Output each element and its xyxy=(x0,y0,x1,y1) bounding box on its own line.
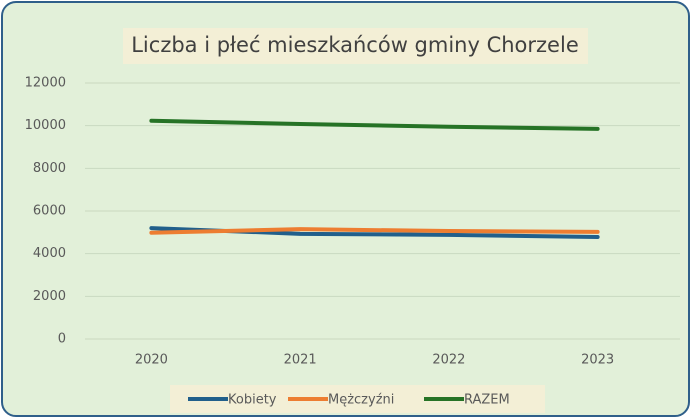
y-tick-label: 10000 xyxy=(25,118,66,133)
y-tick-label: 0 xyxy=(58,332,66,347)
x-tick-label: 2023 xyxy=(581,353,614,368)
series-line xyxy=(149,118,600,131)
legend-label: Kobiety xyxy=(228,393,277,408)
x-tick-label: 2021 xyxy=(284,353,317,368)
y-tick-label: 2000 xyxy=(33,289,66,304)
x-tick-label: 2022 xyxy=(432,353,465,368)
y-tick-label: 4000 xyxy=(33,246,66,261)
x-tick-label: 2020 xyxy=(135,353,168,368)
legend-box xyxy=(170,385,545,413)
legend-label: Mężczyźni xyxy=(328,393,394,408)
title-box xyxy=(123,28,588,64)
legend-label: RAZEM xyxy=(464,393,510,408)
chart-title: Liczba i płeć mieszkańców gminy Chorzele xyxy=(131,33,579,57)
y-tick-label: 12000 xyxy=(25,76,66,91)
y-tick-label: 8000 xyxy=(33,161,66,176)
y-tick-label: 6000 xyxy=(33,204,66,219)
series-line xyxy=(149,227,600,235)
